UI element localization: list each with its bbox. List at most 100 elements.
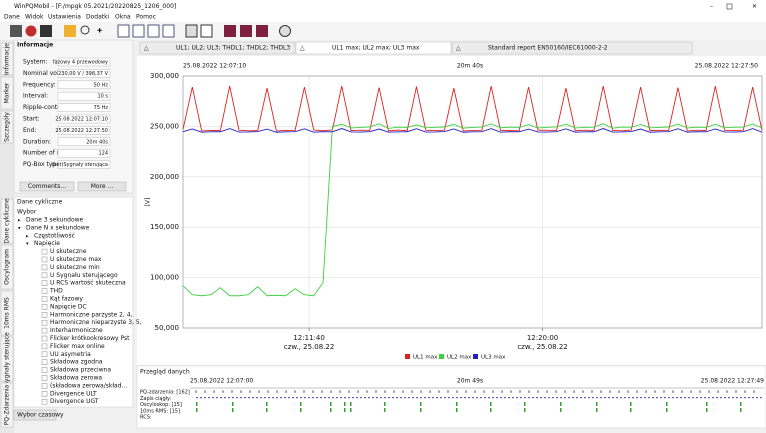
tab[interactable] xyxy=(451,41,693,55)
menu-item[interactable]: Pomoc xyxy=(136,14,156,21)
tree-checkbox[interactable] xyxy=(41,272,48,279)
minimize[interactable]: – xyxy=(710,3,713,10)
tree-checkbox[interactable] xyxy=(41,280,48,286)
tool-icon[interactable] xyxy=(117,24,130,38)
tool-icon[interactable] xyxy=(240,25,252,37)
side-tab[interactable] xyxy=(0,42,14,76)
tool-icon[interactable] xyxy=(64,25,76,37)
tree-checkbox[interactable] xyxy=(41,327,48,334)
tree-item[interactable]: Składowa zgodna xyxy=(50,359,103,366)
tree-item[interactable]: U skuteczne min xyxy=(50,264,100,271)
continuous-marker xyxy=(608,397,610,399)
side-tab[interactable] xyxy=(0,198,14,244)
tree-item[interactable]: U skuteczne xyxy=(50,248,87,255)
tree-checkbox[interactable] xyxy=(41,256,48,263)
tree-checkbox[interactable] xyxy=(41,319,48,326)
tool-icon[interactable] xyxy=(279,25,291,37)
tree-checkbox[interactable] xyxy=(41,296,48,302)
tool-icon[interactable] xyxy=(162,24,175,38)
tree-item[interactable]: Flicker krótkookresowy Pst xyxy=(50,335,130,342)
tree-item[interactable]: Dane N x sekundowe xyxy=(26,224,90,231)
time-button[interactable] xyxy=(13,409,57,421)
continuous-marker xyxy=(292,397,294,399)
tree-item[interactable]: (składowa zerowa/skład... xyxy=(50,382,127,389)
tool-icon[interactable] xyxy=(40,25,52,37)
legend-label[interactable]: UL3 max xyxy=(481,355,506,361)
menu-item[interactable]: Okna xyxy=(115,14,131,21)
tree-checkbox[interactable] xyxy=(41,312,48,318)
tree-checkbox[interactable] xyxy=(41,383,48,389)
tree-item[interactable]: U RCS wartość skuteczna xyxy=(50,280,126,287)
side-tab[interactable] xyxy=(0,336,14,382)
side-tab[interactable] xyxy=(0,244,14,290)
event-marker: × xyxy=(428,389,431,394)
tree-item[interactable]: Napięcie xyxy=(34,240,60,247)
tree-checkbox[interactable] xyxy=(41,351,48,358)
tree-checkbox[interactable] xyxy=(41,264,48,271)
info-button[interactable] xyxy=(77,181,127,192)
continuous-marker xyxy=(400,397,402,399)
tree-item[interactable]: Dane 3 sekundowe xyxy=(26,217,84,224)
legend-label[interactable]: UL1 max xyxy=(413,355,438,361)
tree-checkbox[interactable] xyxy=(41,398,48,405)
tree-item[interactable]: Divergence ULT xyxy=(50,390,97,397)
tree-checkbox[interactable] xyxy=(41,343,48,350)
legend-label[interactable]: UL2 max xyxy=(447,355,472,361)
tree-item[interactable]: THD xyxy=(49,288,63,295)
tree-item[interactable]: Kąt fazowy xyxy=(50,296,83,303)
tool-icon[interactable] xyxy=(256,25,268,37)
continuous-marker xyxy=(532,397,534,399)
tree-checkbox[interactable] xyxy=(41,375,48,381)
tree-checkbox[interactable] xyxy=(41,304,48,310)
scope-marker xyxy=(300,402,302,406)
menu-item[interactable]: Dane xyxy=(4,14,20,21)
tree-item[interactable]: Harmoniczne parzyste 2, 4, xyxy=(50,311,133,318)
scope-marker xyxy=(740,402,742,406)
info-button[interactable] xyxy=(19,181,75,192)
tree-checkbox[interactable] xyxy=(41,359,48,365)
rms-marker xyxy=(330,408,332,412)
continuous-marker xyxy=(288,397,290,399)
tool-icon[interactable] xyxy=(200,24,213,38)
tool-icon[interactable] xyxy=(224,25,236,37)
tool-icon[interactable]: ✚ xyxy=(97,28,102,35)
tree-item[interactable]: Częstotliwość xyxy=(34,232,75,239)
overview-row-label: Oscyloskop: [15] xyxy=(140,402,182,408)
tree-item[interactable]: Składowa przeciwna xyxy=(50,367,111,374)
menu-item[interactable]: Dodatki xyxy=(86,14,110,21)
tree-item[interactable]: UU asymetria xyxy=(50,351,91,358)
side-tab[interactable] xyxy=(0,76,14,110)
tree-item[interactable]: Składowa zerowa xyxy=(50,375,102,382)
event-marker: × xyxy=(230,389,233,394)
tree-checkbox[interactable] xyxy=(41,367,48,373)
continuous-marker xyxy=(652,397,654,399)
continuous-marker xyxy=(632,397,634,399)
maximize[interactable] xyxy=(726,3,733,10)
tree-checkbox[interactable] xyxy=(41,248,48,255)
tree-item[interactable]: Harmoniczne nieparzyste 3, 5, xyxy=(50,319,142,326)
close[interactable]: ✕ xyxy=(752,3,757,10)
tool-icon[interactable] xyxy=(185,24,198,38)
tool-icon[interactable] xyxy=(80,25,90,35)
tool-icon[interactable] xyxy=(147,24,160,38)
tab[interactable] xyxy=(295,41,452,55)
tree-item[interactable]: Divergence UGT xyxy=(50,398,99,405)
tree-item[interactable]: Interharmoniczne xyxy=(50,327,103,334)
tool-icon[interactable] xyxy=(10,25,22,37)
tab[interactable] xyxy=(139,41,296,55)
tree-checkbox[interactable] xyxy=(41,391,48,397)
tree-item[interactable]: Napięcie DC xyxy=(50,303,87,310)
tree-item[interactable]: U Sygnału sterującego xyxy=(50,272,118,279)
tree-checkbox[interactable] xyxy=(41,335,48,342)
tree-item[interactable]: U skuteczne max xyxy=(50,256,102,263)
tree-item[interactable]: Flicker max online xyxy=(50,343,105,350)
side-tab[interactable] xyxy=(0,382,14,428)
menu-item[interactable]: Ustawienia xyxy=(48,14,81,21)
rms-marker xyxy=(524,408,526,412)
tree-checkbox[interactable] xyxy=(41,288,48,294)
tool-icon[interactable] xyxy=(132,24,145,38)
side-tab[interactable] xyxy=(0,110,14,144)
menu-item[interactable]: Widok xyxy=(25,14,44,21)
side-tab[interactable] xyxy=(0,290,14,336)
tool-icon[interactable] xyxy=(25,25,37,37)
